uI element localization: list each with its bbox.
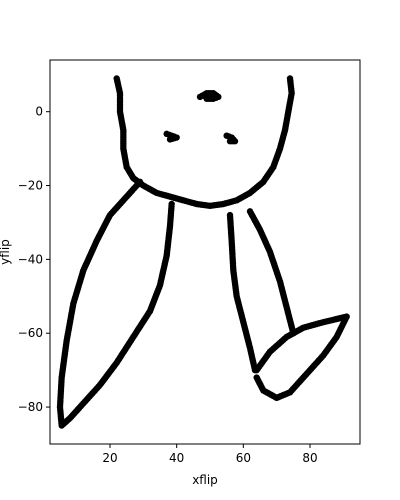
data-point — [203, 95, 210, 102]
data-point — [166, 136, 174, 143]
y-tick-label: −80 — [18, 400, 43, 414]
x-axis-label: xflip — [192, 473, 218, 487]
x-tick-label: 40 — [169, 451, 184, 465]
y-tick-label: −60 — [18, 326, 43, 340]
data-point — [286, 75, 294, 82]
data-point — [226, 138, 234, 145]
x-tick-label: 60 — [236, 451, 251, 465]
data-point — [253, 374, 260, 381]
x-tick-label: 80 — [302, 451, 317, 465]
y-tick-label: 0 — [35, 105, 43, 119]
y-tick-label: −20 — [18, 179, 43, 193]
plot-frame — [49, 59, 361, 445]
y-axis: 0 −20 −40 −60 −80 — [18, 105, 50, 414]
y-axis-label: yflip — [0, 239, 12, 265]
x-axis: 20 40 60 80 — [102, 444, 318, 465]
y-tick-label: −40 — [18, 252, 43, 266]
data-point — [168, 200, 175, 208]
data-points — [56, 75, 350, 429]
x-tick-label: 20 — [102, 451, 117, 465]
